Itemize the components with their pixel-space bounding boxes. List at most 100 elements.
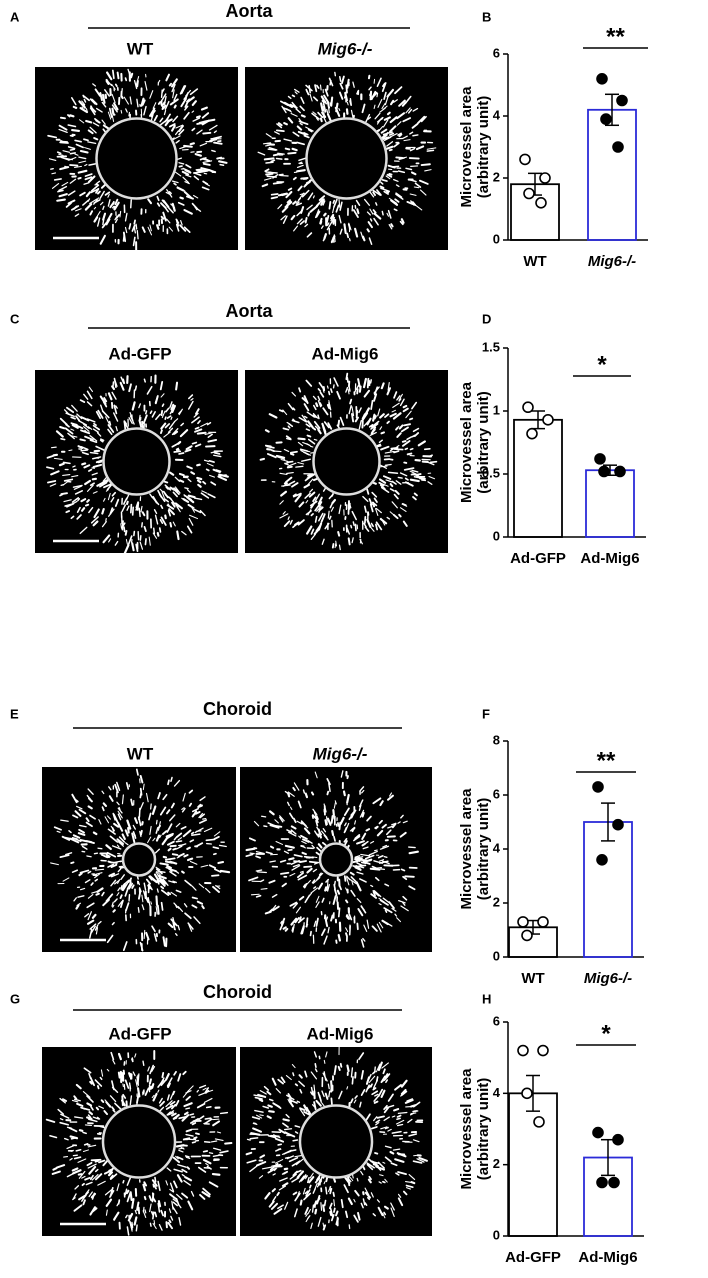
- image-label: Ad-GFP: [108, 344, 171, 363]
- y-tick-label: 0.5: [482, 465, 500, 480]
- vessel: [342, 1200, 343, 1207]
- vessel: [120, 211, 121, 217]
- vessel: [283, 1119, 288, 1120]
- vessel: [124, 527, 125, 531]
- vessel: [325, 1201, 326, 1206]
- vessel: [95, 879, 97, 880]
- vessel: [315, 1210, 316, 1214]
- vessel: [138, 1076, 139, 1084]
- vessel: [225, 1143, 231, 1144]
- vessel: [411, 474, 414, 475]
- vessel: [209, 1153, 212, 1154]
- vessel: [398, 477, 402, 478]
- vessel: [339, 935, 340, 940]
- vessel: [84, 139, 88, 140]
- y-tick-label: 2: [493, 894, 500, 909]
- vessel: [293, 95, 295, 96]
- vessel: [334, 1208, 335, 1212]
- vessel: [291, 1150, 296, 1151]
- vessel: [304, 866, 311, 867]
- vessel: [162, 217, 164, 219]
- vessel: [84, 99, 85, 101]
- x-tick-label: Ad-GFP: [510, 550, 566, 567]
- data-point: [613, 1135, 623, 1145]
- data-point: [518, 1046, 528, 1056]
- vessel: [288, 426, 289, 428]
- vessel: [78, 178, 80, 179]
- vessel: [197, 478, 201, 479]
- vessel: [153, 1193, 154, 1198]
- vessel: [83, 105, 84, 107]
- vessel: [347, 234, 348, 238]
- vessel: [313, 196, 314, 198]
- vessel: [66, 511, 69, 512]
- image-label: Mig6-/-: [313, 744, 368, 763]
- vessel: [100, 1078, 101, 1080]
- vessel: [331, 98, 332, 106]
- vessel: [314, 439, 317, 440]
- vessel: [182, 872, 184, 873]
- vessel: [145, 539, 146, 545]
- data-point: [538, 1046, 548, 1056]
- vessel: [371, 1084, 372, 1087]
- vessel: [339, 908, 340, 916]
- vessel: [171, 778, 172, 782]
- vessel: [96, 1161, 98, 1162]
- vessel: [316, 403, 317, 406]
- vessel: [336, 104, 337, 112]
- bar: [514, 420, 562, 537]
- vessel: [67, 413, 69, 414]
- vessel: [318, 415, 319, 418]
- vessel: [350, 99, 351, 106]
- vessel: [158, 533, 159, 536]
- vessel: [134, 220, 135, 223]
- vessel: [221, 1113, 228, 1114]
- vessel: [87, 856, 91, 857]
- data-point: [522, 930, 532, 940]
- vessel: [145, 1197, 146, 1199]
- vessel: [139, 415, 140, 420]
- vessel: [156, 896, 157, 904]
- explant: [104, 429, 170, 495]
- x-tick-label: WT: [523, 253, 546, 270]
- vessel: [82, 463, 85, 464]
- vessel: [204, 164, 210, 165]
- vessel: [139, 508, 140, 516]
- vessel: [161, 887, 163, 889]
- vessel: [308, 422, 309, 424]
- vessel: [272, 450, 274, 451]
- vessel: [288, 153, 295, 154]
- vessel: [382, 432, 384, 433]
- data-point: [613, 820, 623, 830]
- vessel: [125, 422, 127, 424]
- data-point: [613, 142, 623, 152]
- panel-title: Choroid: [203, 982, 272, 1002]
- vessel: [180, 198, 182, 199]
- vessel: [389, 472, 398, 473]
- panel-letter: F: [482, 706, 490, 721]
- vessel: [311, 514, 313, 515]
- vessel: [198, 485, 200, 487]
- vessel: [312, 792, 313, 794]
- significance-label: *: [597, 351, 607, 378]
- vessel: [119, 1200, 120, 1204]
- vessel: [198, 433, 206, 434]
- vessel: [341, 1064, 342, 1067]
- vessel: [174, 183, 176, 184]
- vessel: [138, 1088, 139, 1096]
- vessel: [165, 482, 167, 483]
- vessel: [203, 133, 210, 134]
- vessel: [293, 149, 297, 150]
- y-tick-label: 1: [493, 402, 500, 417]
- vessel: [126, 531, 127, 535]
- vessel: [138, 908, 139, 913]
- vessel: [294, 861, 301, 862]
- vessel: [162, 411, 163, 415]
- vessel: [301, 1201, 302, 1205]
- vessel: [338, 532, 339, 536]
- vessel: [163, 937, 164, 945]
- vessel: [404, 424, 410, 425]
- vessel: [94, 138, 97, 139]
- vessel: [380, 187, 383, 188]
- vessel: [261, 889, 267, 890]
